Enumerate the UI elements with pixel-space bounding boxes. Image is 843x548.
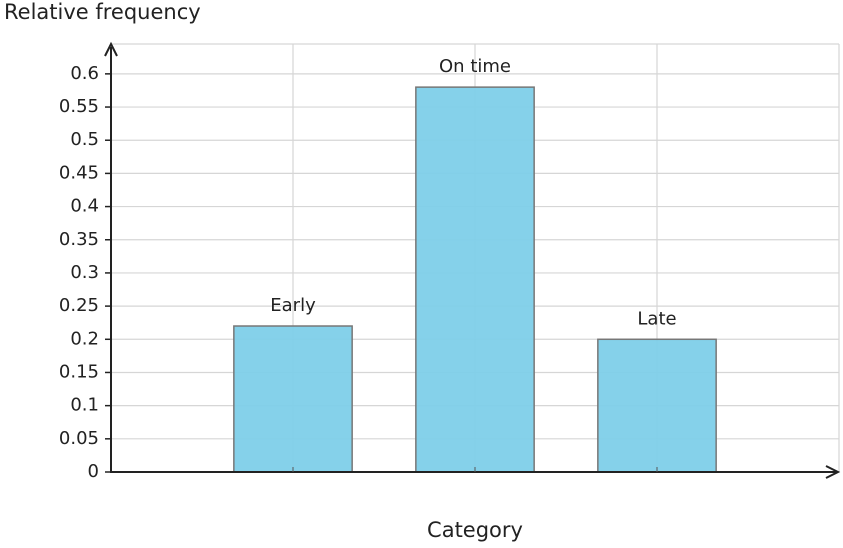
y-tick-label: 0.45 xyxy=(59,162,99,183)
y-tick-label: 0.4 xyxy=(70,196,99,217)
y-tick-label: 0.3 xyxy=(70,262,99,283)
y-tick-label: 0 xyxy=(88,461,99,482)
axes: 0 0.05 0.1 0.15 0.2 0.25 0.3 0.35 0.4 0.45 0.5 0.55… xyxy=(59,41,841,482)
x-axis-title: Category xyxy=(427,518,523,542)
y-tick-label: 0.6 xyxy=(70,63,99,84)
bar xyxy=(415,86,535,473)
bar xyxy=(597,338,717,473)
bar xyxy=(233,325,353,473)
category-label: Early xyxy=(270,295,316,316)
y-tick-label: 0.35 xyxy=(59,229,99,250)
y-tick-label: 0.55 xyxy=(59,96,99,117)
category-label: Late xyxy=(637,308,676,329)
y-tick-label: 0.05 xyxy=(59,428,99,449)
marks: Early On time Late xyxy=(233,56,717,473)
y-tick-label: 0.15 xyxy=(59,361,99,382)
category-label: On time xyxy=(439,56,511,77)
y-tick-label: 0.2 xyxy=(70,328,99,349)
y-axis-arrow xyxy=(104,41,118,57)
y-tick-label: 0.25 xyxy=(59,295,99,316)
y-tick-label: 0.1 xyxy=(70,395,99,416)
y-tick-label: 0.5 xyxy=(70,129,99,150)
x-axis-arrow xyxy=(825,465,841,479)
y-axis-title: Relative frequency xyxy=(4,0,201,24)
